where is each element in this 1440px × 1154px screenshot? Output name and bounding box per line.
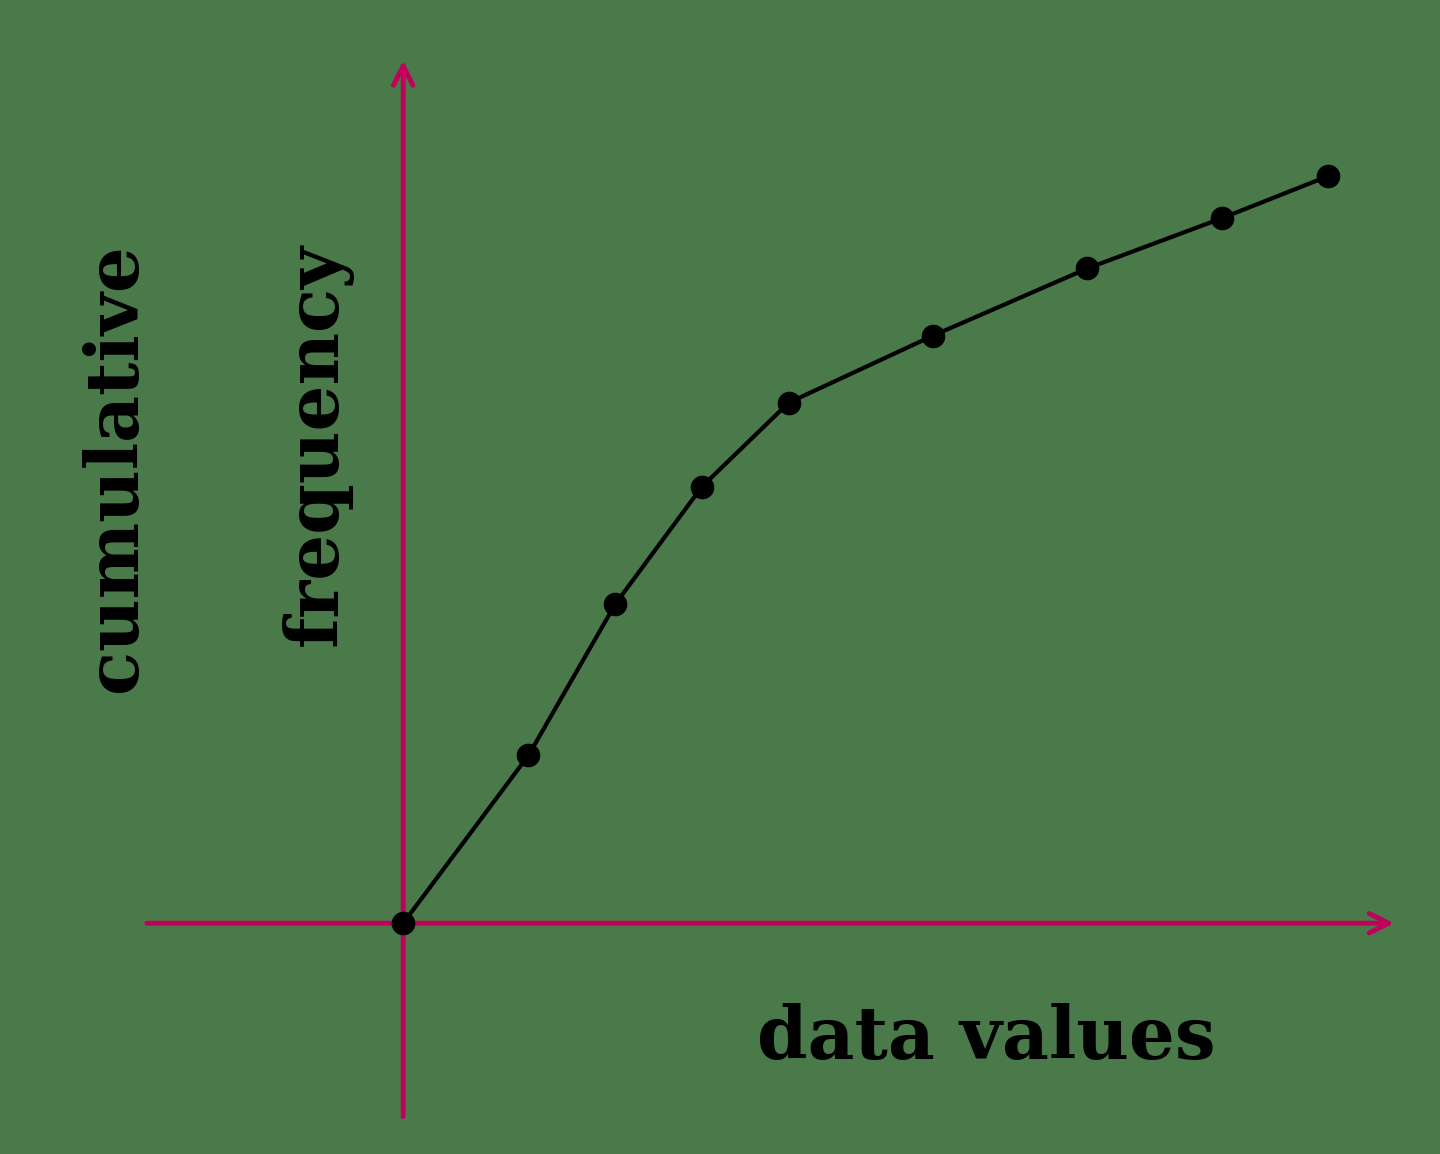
Text: frequency: frequency <box>281 242 353 646</box>
Text: data values: data values <box>757 1003 1215 1074</box>
Text: cumulative: cumulative <box>79 243 151 691</box>
